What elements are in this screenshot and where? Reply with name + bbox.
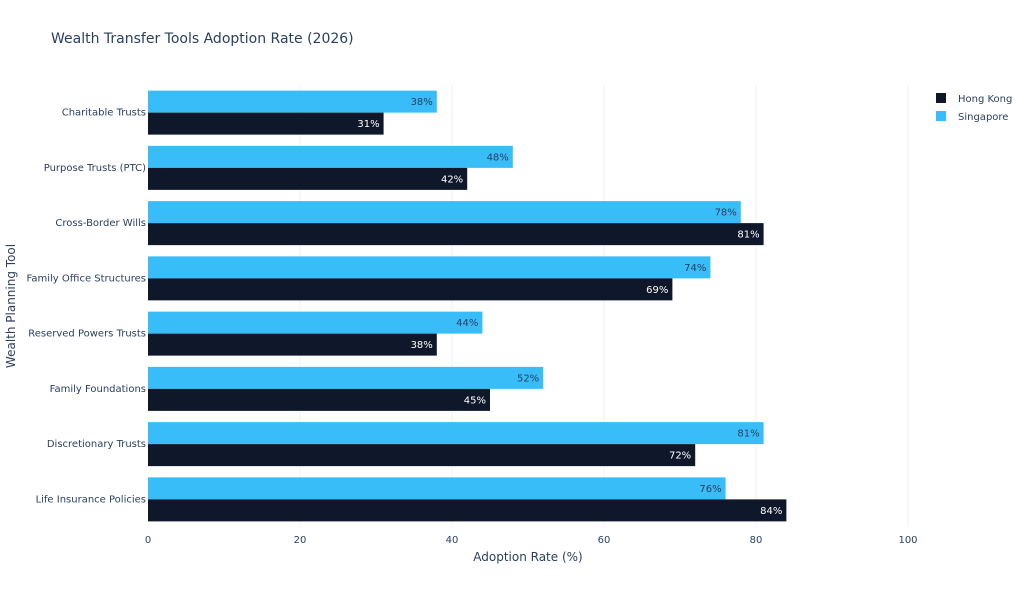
bar-hong-kong[interactable] <box>148 112 384 135</box>
bar-value-label: 48% <box>487 152 509 163</box>
x-tick-label: 20 <box>294 535 307 546</box>
bar-hong-kong[interactable] <box>148 278 673 301</box>
bar-singapore[interactable] <box>148 422 764 445</box>
bar-value-label: 74% <box>684 263 706 274</box>
y-tick-label: Charitable Trusts <box>62 108 146 119</box>
bar-value-label: 38% <box>411 97 433 108</box>
bar-hong-kong[interactable] <box>148 388 490 411</box>
bar-singapore[interactable] <box>148 145 513 168</box>
bar-hong-kong[interactable] <box>148 444 696 467</box>
bar-singapore[interactable] <box>148 90 437 113</box>
y-tick-label: Life Insurance Policies <box>36 494 146 505</box>
legend[interactable]: Hong Kong Singapore <box>936 93 1012 123</box>
legend-swatch[interactable] <box>936 93 946 103</box>
y-tick-label: Cross-Border Wills <box>55 218 146 229</box>
x-tick-label: 40 <box>446 535 459 546</box>
y-tick-label: Purpose Trusts (PTC) <box>44 163 146 174</box>
bar-singapore[interactable] <box>148 477 726 500</box>
bar-value-label: 52% <box>517 373 539 384</box>
bar-value-label: 81% <box>737 230 759 241</box>
bar-value-label: 76% <box>699 484 721 495</box>
x-axis-title: Adoption Rate (%) <box>473 550 582 564</box>
bars <box>148 90 787 522</box>
legend-label[interactable]: Hong Kong <box>958 94 1012 105</box>
bar-singapore[interactable] <box>148 366 544 389</box>
x-tick-label: 100 <box>898 535 917 546</box>
bar-hong-kong[interactable] <box>148 499 787 522</box>
y-tick-label: Family Foundations <box>50 384 146 395</box>
bar-hong-kong[interactable] <box>148 223 764 246</box>
bar-hong-kong[interactable] <box>148 333 437 356</box>
y-axis-ticks: Charitable Trusts Purpose Trusts (PTC) Cro… <box>27 108 147 506</box>
bar-value-label: 72% <box>669 451 691 462</box>
bar-singapore[interactable] <box>148 256 711 279</box>
bar-value-label: 45% <box>464 395 486 406</box>
bar-value-label: 44% <box>456 318 478 329</box>
bar-singapore[interactable] <box>148 311 483 334</box>
x-tick-label: 60 <box>598 535 611 546</box>
y-tick-label: Discretionary Trusts <box>47 439 146 450</box>
legend-label[interactable]: Singapore <box>958 112 1008 123</box>
chart-title: Wealth Transfer Tools Adoption Rate (202… <box>51 31 354 47</box>
bar-value-label: 38% <box>411 340 433 351</box>
legend-swatch[interactable] <box>936 111 946 121</box>
bar-value-label: 84% <box>760 506 782 517</box>
bar-labels: 38%31%48%42%78%81%74%69%44%38%52%45%81%7… <box>357 97 782 517</box>
y-tick-label: Family Office Structures <box>27 273 146 284</box>
x-axis-ticks: 0 20 40 60 80 100 <box>145 535 918 546</box>
x-tick-label: 0 <box>145 535 151 546</box>
y-axis-title: Wealth Planning Tool <box>4 244 18 368</box>
bar-value-label: 31% <box>357 119 379 130</box>
bar-value-label: 42% <box>441 174 463 185</box>
bar-hong-kong[interactable] <box>148 167 468 190</box>
bar-value-label: 78% <box>715 208 737 219</box>
bar-value-label: 81% <box>737 429 759 440</box>
y-tick-label: Reserved Powers Trusts <box>28 329 146 340</box>
bar-value-label: 69% <box>646 285 668 296</box>
x-tick-label: 80 <box>750 535 763 546</box>
bar-singapore[interactable] <box>148 201 741 224</box>
